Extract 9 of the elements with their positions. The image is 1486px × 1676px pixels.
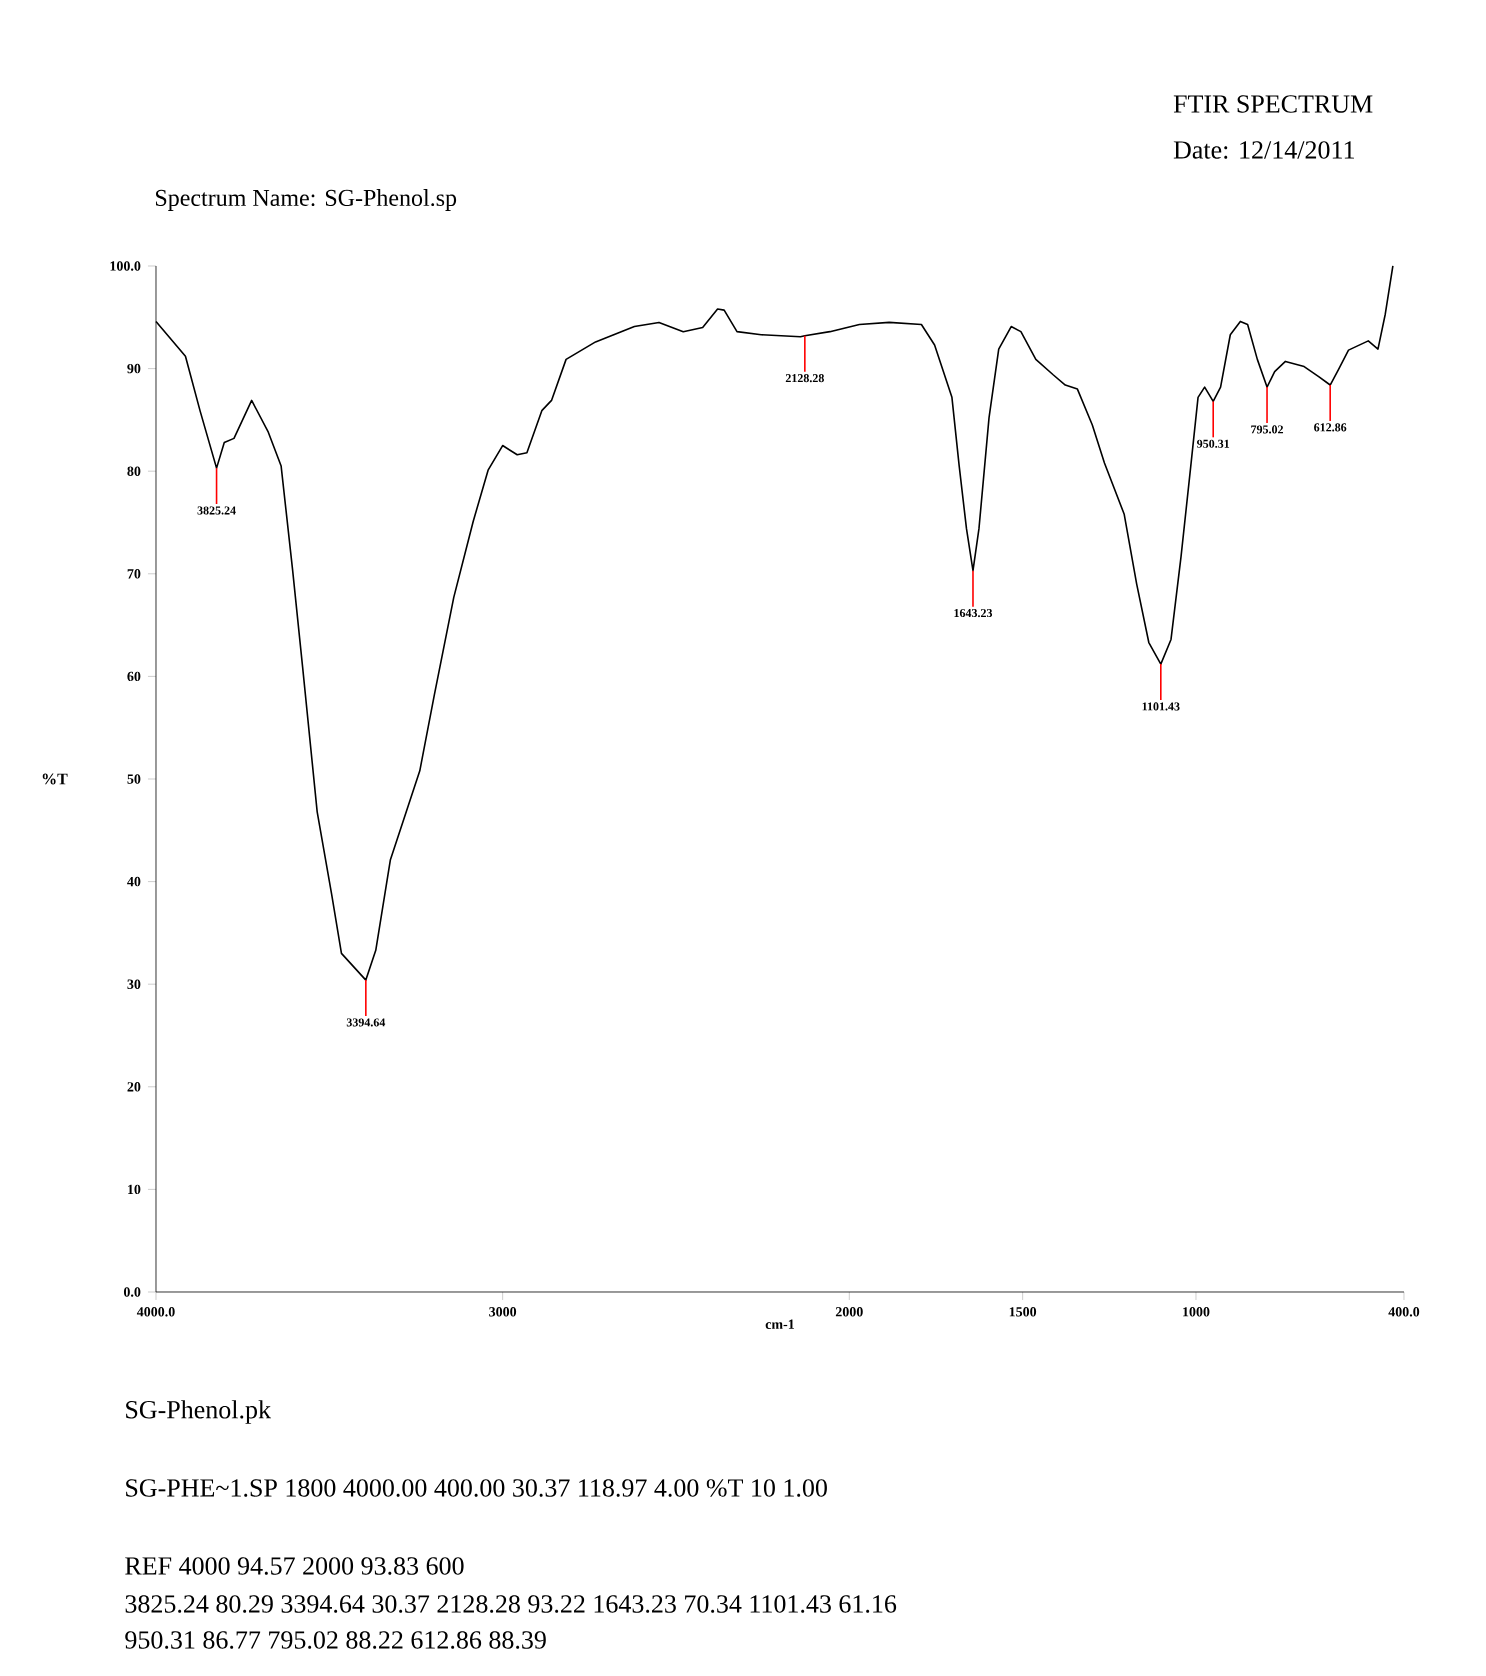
y-axis-title: %T <box>42 773 68 785</box>
text: Spectrum Name: SG-Phenol.sp <box>156 189 457 211</box>
text: REF 4000 94.57 2000 93.83 600 <box>125 1557 464 1575</box>
chart-title: FTIR SPECTRUM <box>1173 95 1373 113</box>
text: SG-Phenol.pk <box>126 1400 272 1424</box>
text: 3825.24 80.29 3394.64 30.37 2128.28 93.22 1643.23 70.34 1101.43 61.16 <box>125 1595 897 1613</box>
chart-subtitle: Date: 12/14/2011 <box>1173 141 1354 159</box>
text: 950.31 86.77 795.02 88.22 612.86 88.39 <box>125 1631 546 1649</box>
text: SG-PHE~1.SP 1800 4000.00 400.00 30.37 118.97 4.00 %T 10 1.00 <box>126 1479 827 1497</box>
